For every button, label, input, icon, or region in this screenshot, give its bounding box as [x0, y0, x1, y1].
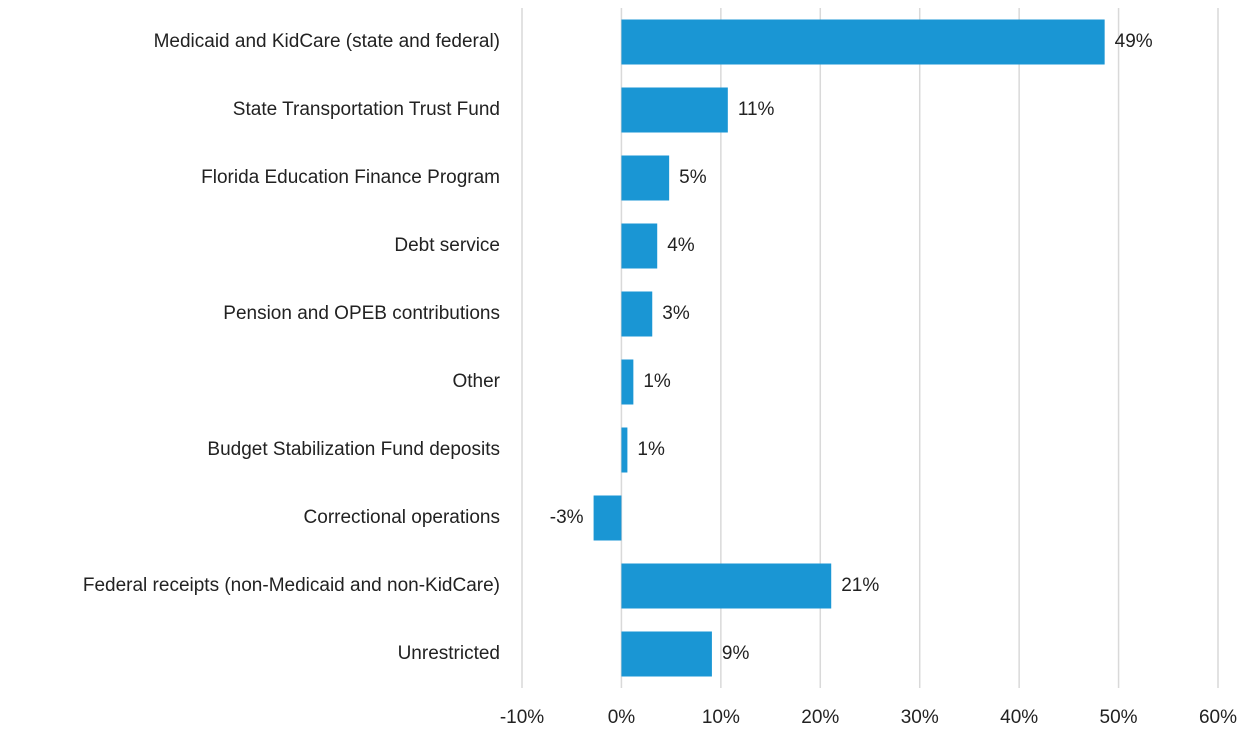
y-tick-label: Florida Education Finance Program: [201, 167, 500, 188]
x-tick-label: 0%: [608, 707, 636, 728]
data-label: 9%: [722, 643, 750, 664]
data-label: 5%: [679, 167, 707, 188]
bar: [621, 155, 670, 201]
bar: [621, 223, 658, 269]
bar: [621, 291, 653, 337]
y-tick-label: Pension and OPEB contributions: [223, 303, 500, 324]
data-label: 3%: [662, 303, 690, 324]
y-tick-label: Debt service: [394, 235, 500, 256]
y-tick-label: State Transportation Trust Fund: [233, 99, 500, 120]
bar: [621, 359, 634, 405]
data-label: 1%: [637, 439, 665, 460]
y-tick-label: Federal receipts (non-Medicaid and non-K…: [83, 575, 500, 596]
data-label: 1%: [643, 371, 671, 392]
bar: [621, 563, 832, 609]
bar: [621, 631, 712, 677]
x-tick-label: 30%: [901, 707, 939, 728]
x-tick-label: 40%: [1000, 707, 1038, 728]
y-tick-label: Unrestricted: [398, 643, 500, 664]
data-label: 21%: [841, 575, 879, 596]
x-tick-label: 20%: [801, 707, 839, 728]
bar: [621, 427, 628, 473]
x-tick-label: -10%: [500, 707, 544, 728]
bar: [621, 87, 728, 133]
data-label: 4%: [667, 235, 695, 256]
y-tick-label: Medicaid and KidCare (state and federal): [154, 31, 500, 52]
data-label: -3%: [550, 507, 584, 528]
y-tick-label: Budget Stabilization Fund deposits: [207, 439, 500, 460]
x-tick-label: 50%: [1100, 707, 1138, 728]
bar: [593, 495, 622, 541]
x-tick-label: 10%: [702, 707, 740, 728]
bar: [621, 19, 1105, 65]
data-label: 11%: [738, 99, 775, 120]
y-tick-label: Correctional operations: [304, 507, 500, 528]
y-tick-label: Other: [452, 371, 500, 392]
x-tick-label: 60%: [1199, 707, 1237, 728]
data-label: 49%: [1115, 31, 1153, 52]
